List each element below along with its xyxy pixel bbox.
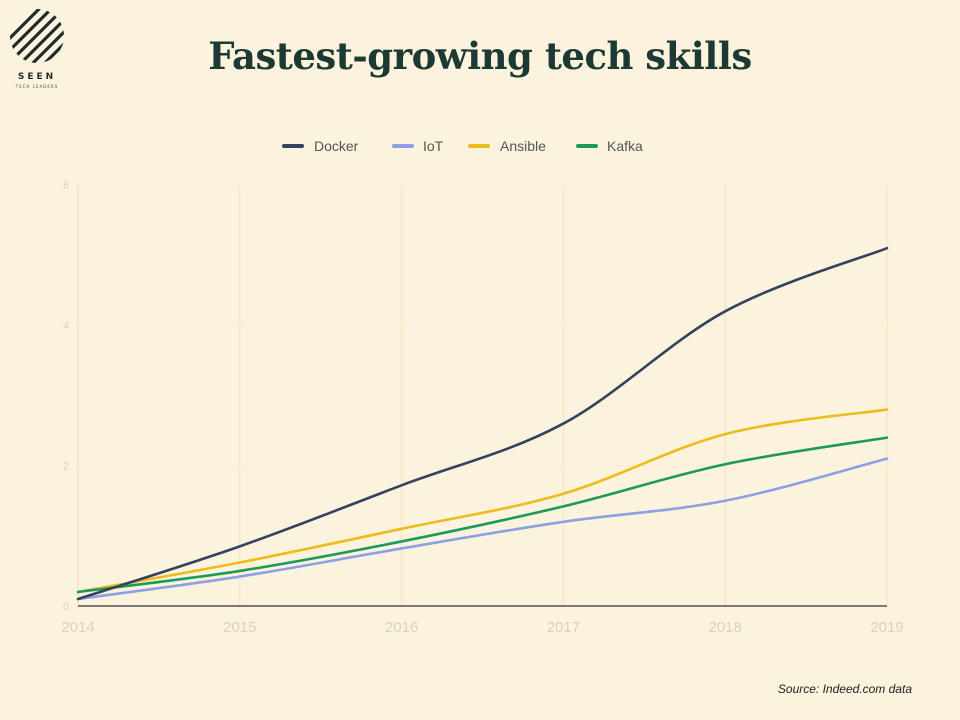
y-tick-label: 6 [63,180,69,192]
x-tick-label: 2017 [547,619,580,636]
y-tick-label: 2 [63,461,69,473]
y-tick-label: 4 [63,320,69,332]
x-tick-label: 2016 [385,619,418,636]
legend-label-docker: Docker [314,138,359,154]
x-tick-label: 2015 [223,619,256,636]
series-line-ansible [76,408,889,594]
legend-label-ansible: Ansible [500,138,546,154]
x-tick-label: 2018 [709,619,742,636]
x-tick-label: 2019 [870,619,903,636]
series-line-kafka [76,436,889,594]
y-tick-label: 0 [63,601,69,613]
legend-label-iot: IoT [423,138,444,154]
logo-tagline: TECH LEADERS [15,84,59,89]
grid [77,184,888,606]
x-tick-label: 2014 [61,619,94,636]
series-lines [76,246,889,601]
source-note: Source: Indeed.com data [777,682,912,696]
chart-title: Fastest-growing tech skills [208,34,752,78]
series-line-docker [76,246,889,601]
legend-label-kafka: Kafka [607,138,643,154]
legend: Docker IoT Ansible Kafka [282,138,643,154]
logo-wordmark: SEEN [17,72,57,82]
axes: 2014 2015 2016 2017 2018 2019 0 2 4 6 [61,180,903,636]
seen-logo: SEEN TECH LEADERS [6,6,68,92]
series-line-iot [76,457,889,601]
seen-logo-mark-icon [10,9,64,63]
